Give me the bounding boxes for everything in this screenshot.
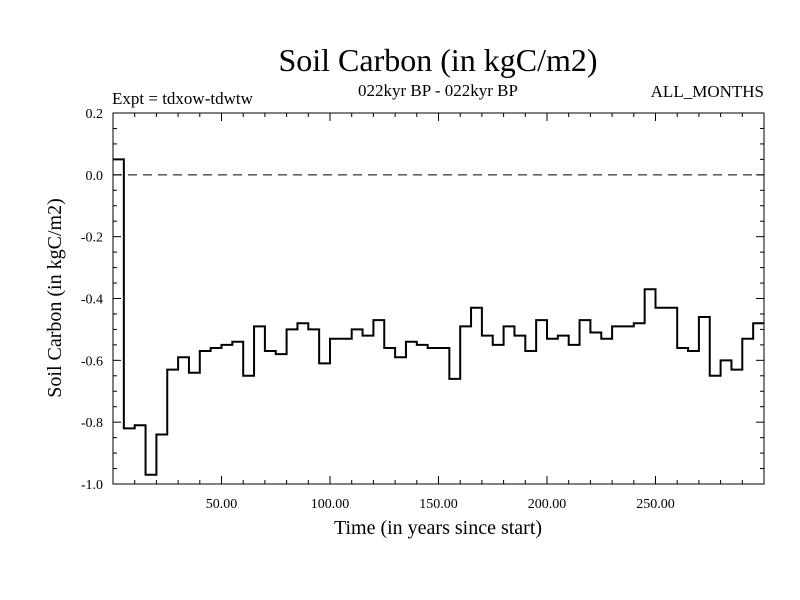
y-axis-label: Soil Carbon (in kgC/m2) <box>44 198 66 397</box>
y-tick-label: -1.0 <box>81 478 103 493</box>
x-tick-labels: 50.00 100.00 150.00 200.00 250.00 <box>206 497 675 512</box>
expt-label: Expt = tdxow-tdwtw <box>112 89 254 108</box>
y-tick-label: 0.2 <box>86 107 104 122</box>
y-tick-label: -0.2 <box>81 231 103 246</box>
series-line <box>113 158 764 476</box>
tick-marks <box>113 112 764 485</box>
chart-title: Soil Carbon (in kgC/m2) <box>278 42 597 78</box>
y-tick-label: -0.6 <box>81 354 103 369</box>
x-tick-label: 50.00 <box>206 497 238 512</box>
x-tick-label: 200.00 <box>528 497 567 512</box>
x-tick-label: 150.00 <box>419 497 458 512</box>
y-tick-label: -0.8 <box>81 416 103 431</box>
months-label: ALL_MONTHS <box>651 82 764 101</box>
series-group <box>113 158 764 476</box>
plot-frame <box>112 112 765 485</box>
period-label: 022kyr BP - 022kyr BP <box>358 81 518 100</box>
y-tick-label: -0.4 <box>81 293 103 308</box>
y-tick-labels: 0.2 0.0 -0.2 -0.4 -0.6 -0.8 -1.0 <box>81 107 103 493</box>
x-tick-label: 100.00 <box>311 497 350 512</box>
x-axis-label: Time (in years since start) <box>334 517 542 539</box>
y-tick-label: 0.0 <box>86 169 104 184</box>
x-tick-label: 250.00 <box>636 497 675 512</box>
